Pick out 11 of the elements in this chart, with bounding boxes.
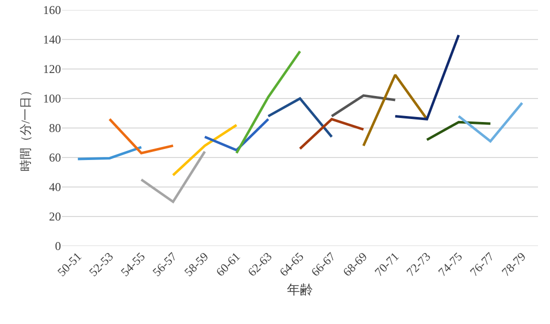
y-tick-label: 80: [49, 121, 61, 136]
y-tick-label: 20: [49, 210, 61, 224]
y-axis-title: 時間（分/一日）: [18, 84, 32, 172]
y-tick-label: 140: [43, 32, 61, 47]
x-axis-title: 年齢: [287, 282, 313, 297]
y-tick-label: 100: [43, 92, 61, 106]
y-tick-label: 120: [43, 62, 61, 76]
y-tick-label: 0: [55, 239, 61, 254]
y-tick-label: 160: [43, 3, 61, 18]
y-tick-label: 60: [49, 150, 61, 165]
y-tick-label: 40: [49, 180, 61, 194]
